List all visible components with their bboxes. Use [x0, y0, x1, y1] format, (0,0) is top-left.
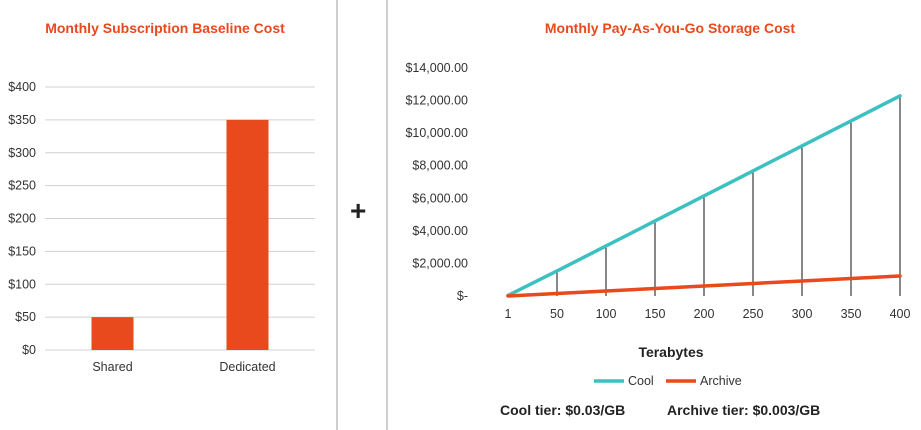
bar-shared [91, 317, 134, 350]
line-x-tick-label: 50 [550, 307, 564, 321]
archive-tier-note: Archive tier: $0.003/GB [667, 402, 821, 418]
line-x-tick-label: 300 [792, 307, 813, 321]
line-y-tick-label: $14,000.00 [405, 61, 468, 75]
bar-y-tick-label: $100 [8, 277, 36, 291]
bar-y-tick-label: $250 [8, 179, 36, 193]
line-y-tick-label: $2,000.00 [412, 256, 468, 270]
bar-y-tick-label: $300 [8, 146, 36, 160]
line-x-tick-label: 200 [694, 307, 715, 321]
bar-x-tick-label: Shared [92, 360, 132, 374]
bar-y-tick-label: $200 [8, 212, 36, 226]
bar-y-tick-label: $50 [15, 310, 36, 324]
legend-label-cool: Cool [628, 374, 654, 388]
line-y-tick-label: $- [457, 289, 468, 303]
bar-dedicated [226, 119, 269, 350]
line-x-tick-label: 400 [890, 307, 911, 321]
line-x-tick-label: 350 [841, 307, 862, 321]
line-y-tick-label: $8,000.00 [412, 159, 468, 173]
line-x-tick-label: 150 [645, 307, 666, 321]
line-y-tick-label: $6,000.00 [412, 191, 468, 205]
bar-y-tick-label: $350 [8, 113, 36, 127]
series-line-archive [506, 274, 902, 298]
bar-y-tick-label: $0 [22, 343, 36, 357]
divider-left [336, 0, 338, 430]
line-y-tick-label: $10,000.00 [405, 126, 468, 140]
legend-label-archive: Archive [700, 374, 742, 388]
plus-operator: + [350, 195, 367, 226]
divider-right [386, 0, 388, 430]
bar-y-tick-label: $400 [8, 80, 36, 94]
bar-x-tick-label: Dedicated [219, 360, 275, 374]
line-y-tick-label: $4,000.00 [412, 224, 468, 238]
bar-y-tick-label: $150 [8, 244, 36, 258]
line-chart-title: Monthly Pay-As-You-Go Storage Cost [544, 20, 796, 36]
line-x-tick-label: 250 [743, 307, 764, 321]
cool-tier-note: Cool tier: $0.03/GB [500, 402, 626, 418]
x-axis-title: Terabytes [638, 344, 703, 360]
series-line-cool [506, 94, 902, 298]
line-x-tick-label: 1 [505, 307, 512, 321]
line-y-tick-label: $12,000.00 [405, 94, 468, 108]
bar-chart-title: Monthly Subscription Baseline Cost [45, 20, 285, 36]
line-x-tick-label: 100 [596, 307, 617, 321]
